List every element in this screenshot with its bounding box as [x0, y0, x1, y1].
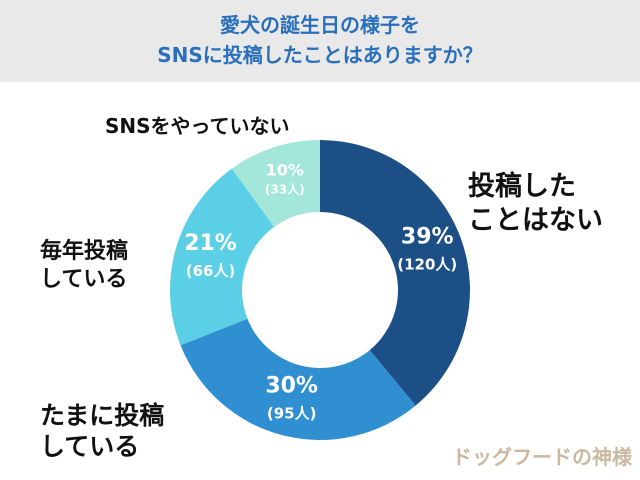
donut-slice [320, 140, 471, 406]
count-label: (120人) [397, 255, 457, 273]
value-label: 10% [266, 161, 304, 180]
donut-slice [231, 140, 320, 227]
donut-slice [169, 168, 275, 346]
value-label: 30% [265, 373, 318, 398]
chart-title: 愛犬の誕生日の様子を SNSに投稿したことはありますか？ [157, 13, 483, 67]
count-label: (33人) [265, 182, 305, 197]
value-label: 39% [401, 224, 454, 249]
watermark: ドッグフードの神様 [452, 445, 632, 469]
category-label: SNSをやっていない [105, 114, 290, 138]
donut-slice [180, 318, 416, 440]
category-label: 投稿した ことはない [468, 171, 603, 236]
category-label: 毎年投稿 している [40, 239, 129, 292]
count-label: (66人) [186, 262, 236, 280]
value-label: 21% [184, 231, 237, 256]
count-label: (95人) [267, 404, 317, 422]
category-label: たまに投稿 している [40, 401, 165, 462]
title-band: 愛犬の誕生日の様子を SNSに投稿したことはありますか？ [0, 0, 640, 82]
